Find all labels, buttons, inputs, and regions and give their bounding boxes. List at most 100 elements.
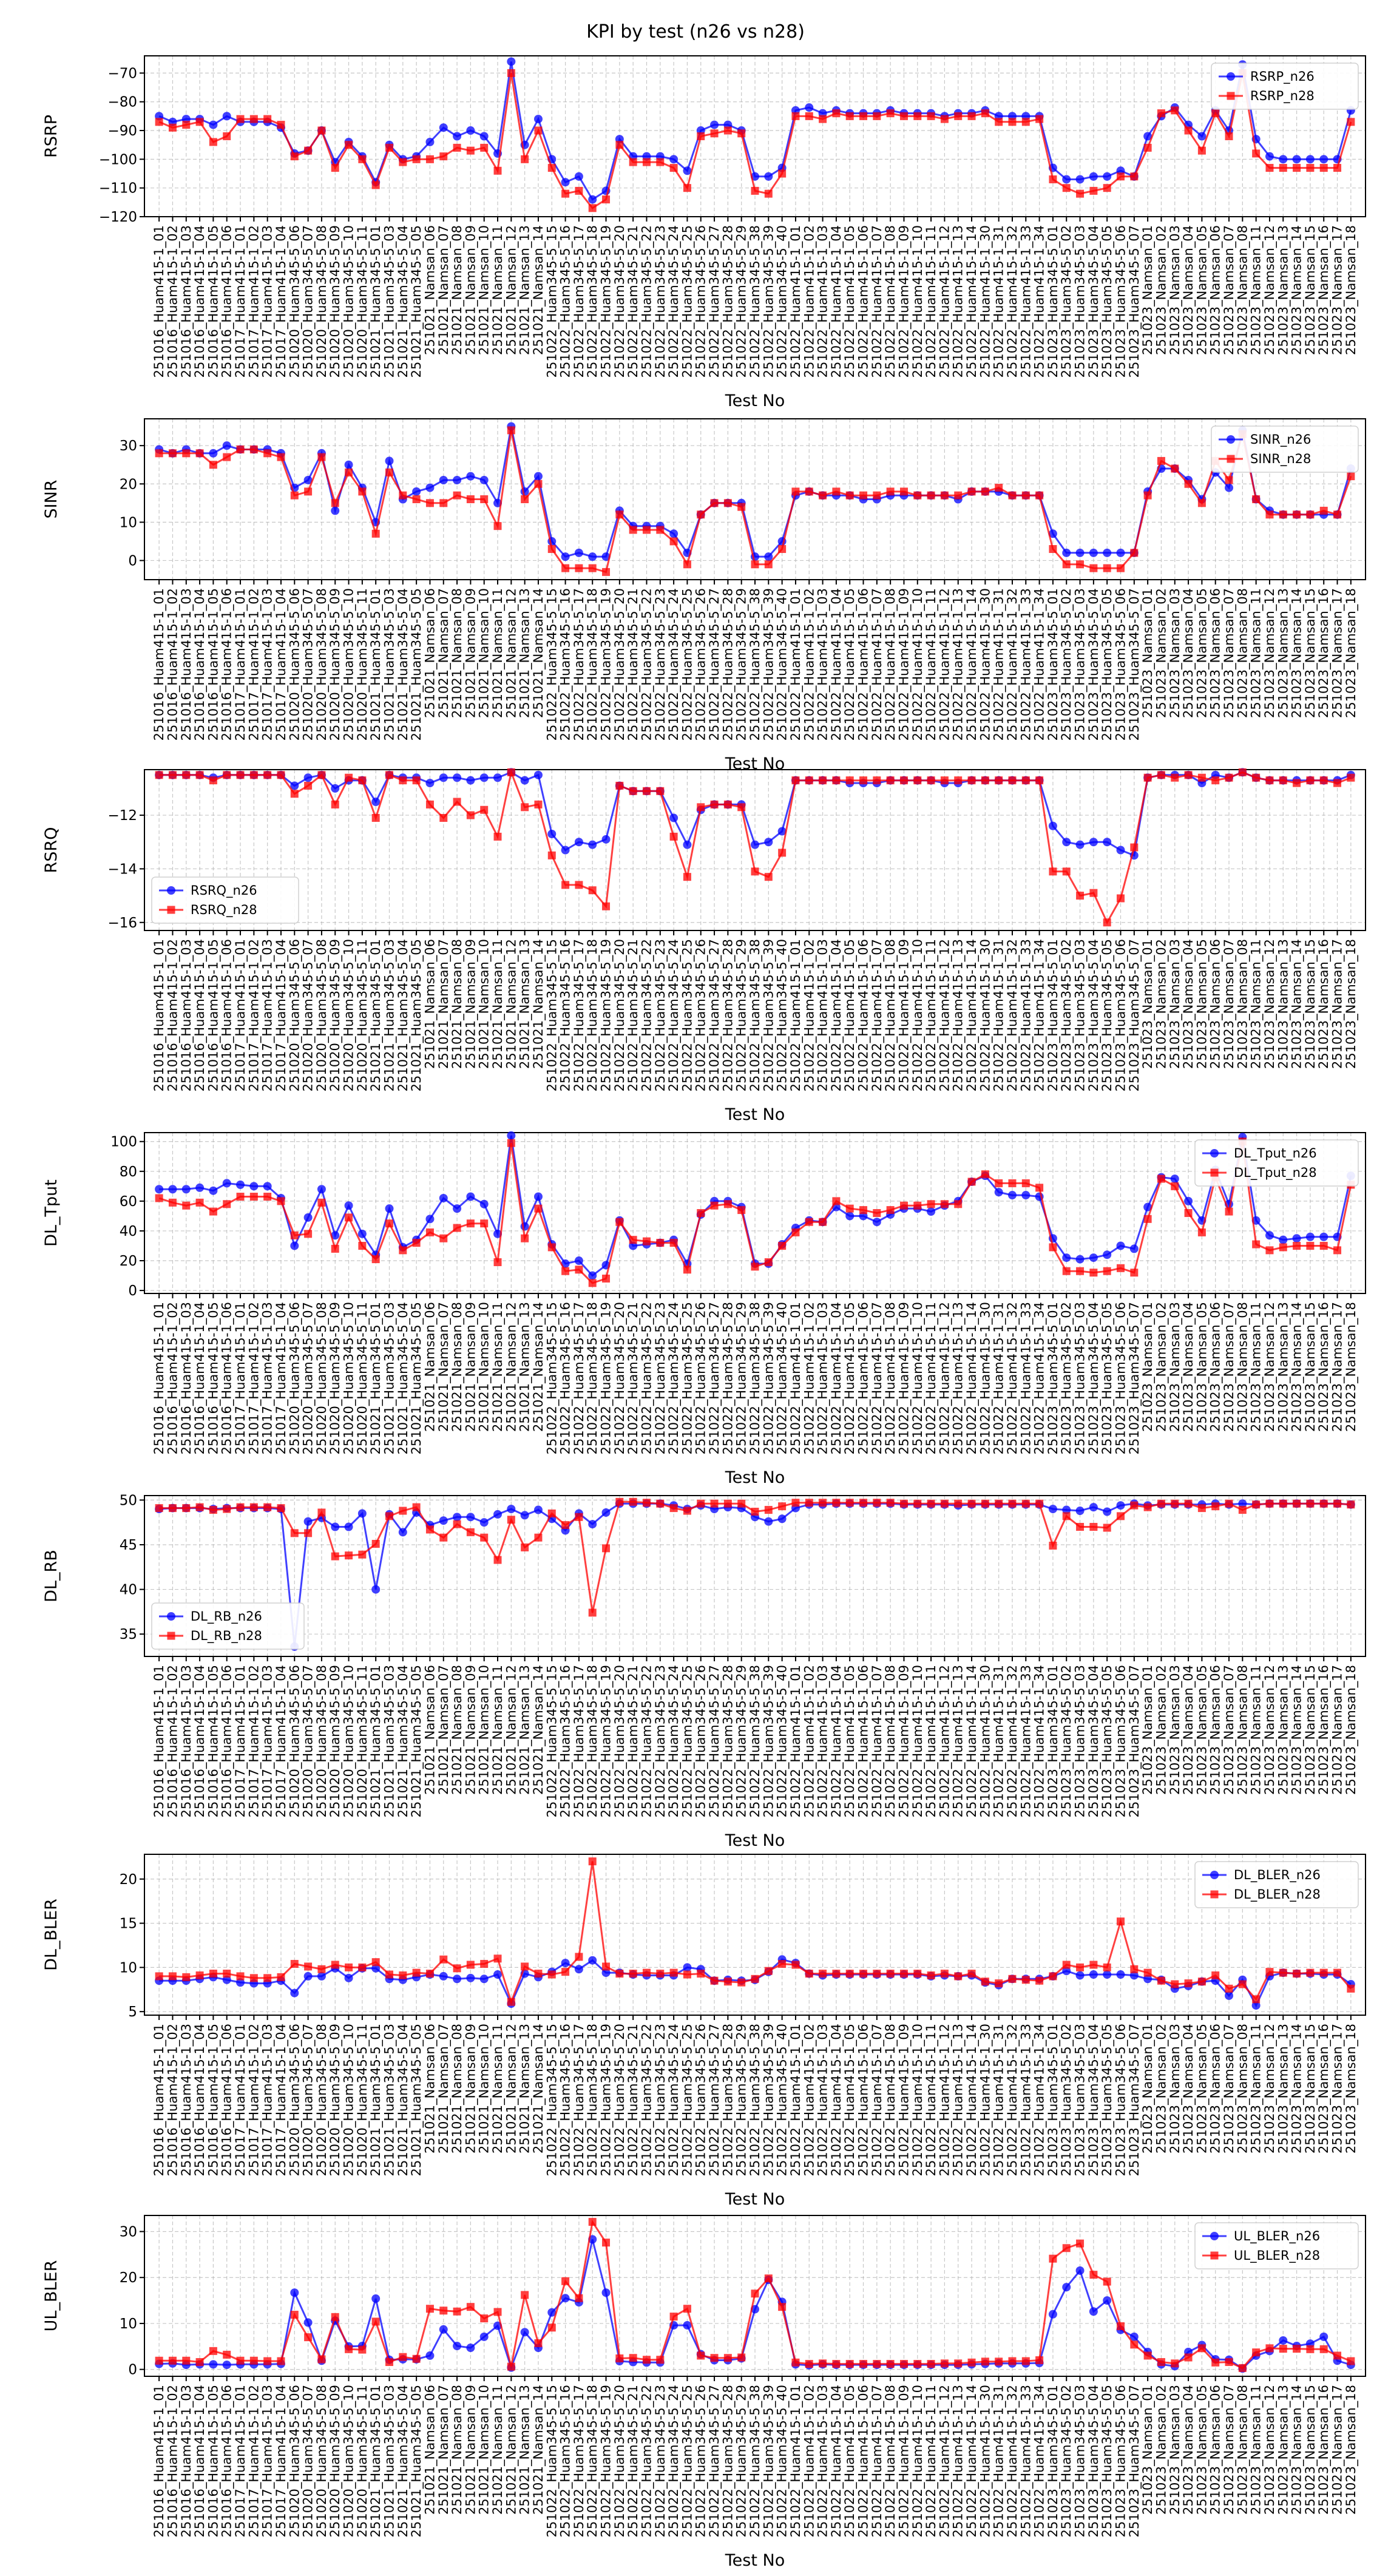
x-tick-label: 251022_Huam345-5_39 [761, 1665, 776, 1817]
x-tick-label: 251023_Namsan_12 [1262, 588, 1278, 718]
x-tick-label: 251022_Huam345-5_28 [720, 225, 736, 378]
data-point [981, 776, 989, 785]
data-point [399, 776, 407, 785]
data-point [453, 798, 461, 806]
data-point [479, 475, 489, 484]
data-point [304, 1962, 313, 1971]
data-point [642, 158, 651, 166]
x-tick-label: 251023_Namsan_03 [1168, 2024, 1183, 2154]
data-point [1265, 1968, 1274, 1976]
data-point [805, 776, 813, 785]
x-tick-label: 251022_Huam415-1_08 [883, 2385, 898, 2537]
data-point [1075, 1507, 1085, 1516]
data-point [439, 773, 448, 782]
data-point [575, 186, 583, 195]
data-point [1049, 1243, 1057, 1252]
x-tick-label: 251020_Huam345-5_10 [342, 588, 357, 741]
data-point [439, 1971, 448, 1981]
data-point [453, 773, 462, 782]
data-point [534, 480, 543, 488]
x-tick-label: 251020_Huam345-5_09 [328, 225, 343, 378]
data-point [656, 787, 665, 795]
data-point [1157, 2358, 1165, 2367]
data-point [290, 2288, 299, 2297]
data-point [1143, 1503, 1152, 1511]
data-point [588, 552, 597, 561]
x-tick-label: 251022_Huam345-5_29 [734, 2385, 750, 2537]
data-point [1117, 172, 1125, 181]
data-point [263, 1974, 272, 1982]
data-point [561, 1267, 570, 1275]
x-tick-label: 251022_Huam345-5_27 [707, 2024, 722, 2176]
data-point [507, 1505, 516, 1514]
x-tick-label: 251020_Huam345-5_08 [314, 1665, 330, 1817]
data-point [453, 2342, 462, 2351]
x-tick-label: 251022_Huam345-5_38 [748, 2385, 763, 2537]
data-point [1184, 771, 1193, 779]
data-point [1184, 126, 1193, 135]
data-point [195, 1503, 204, 1511]
data-point [534, 1204, 543, 1213]
x-tick-label: 251022_Huam345-5_29 [734, 939, 750, 1091]
x-tick-label: 251022_Huam345-5_16 [558, 1302, 574, 1454]
x-tick-label: 251022_Huam415-1_07 [870, 2385, 885, 2537]
x-axis-label: Test No [725, 391, 785, 410]
x-tick-label: 251021_Namsan_11 [490, 588, 506, 718]
x-tick-label: 251023_Namsan_16 [1316, 225, 1332, 355]
x-tick-label: 251022_Huam345-5_18 [585, 588, 600, 741]
data-point [1062, 560, 1071, 569]
data-point [222, 1975, 231, 1984]
x-tick-label: 251022_Huam415-1_08 [883, 1302, 898, 1454]
data-point [1089, 838, 1098, 847]
data-point [466, 1973, 475, 1982]
x-tick-label: 251022_Huam345-5_25 [680, 939, 695, 1091]
data-point [304, 487, 313, 496]
data-point [927, 1200, 935, 1208]
x-tick-label: 251022_Huam415-1_12 [937, 1665, 952, 1817]
data-point [1008, 1499, 1017, 1508]
data-point [1238, 1506, 1247, 1514]
data-point [345, 1551, 353, 1560]
data-point [1197, 2344, 1206, 2353]
x-tick-label: 251022_Huam415-1_09 [896, 588, 912, 741]
data-point [331, 499, 339, 507]
data-point [317, 771, 326, 779]
data-point [1251, 2001, 1261, 2010]
x-tick-label: 251022_Huam415-1_06 [856, 588, 871, 741]
y-axis-label: UL_BLER [42, 2260, 61, 2332]
x-tick-label: 251023_Namsan_02 [1154, 2385, 1169, 2515]
x-tick-label: 251021_Huam345-5_05 [409, 939, 424, 1091]
x-tick-label: 251021_Namsan_14 [531, 1302, 546, 1432]
data-point [412, 495, 421, 503]
data-point [927, 776, 935, 785]
data-point [575, 881, 583, 889]
data-point [1103, 1970, 1112, 1979]
data-point [1089, 1269, 1098, 1277]
x-tick-label: 251023_Namsan_01 [1140, 2024, 1156, 2154]
y-tick-label: −12 [107, 808, 137, 824]
data-point [290, 1988, 299, 1998]
x-tick-label: 251023_Huam345-5_02 [1059, 588, 1074, 741]
data-point [1062, 1967, 1071, 1976]
data-point [155, 1185, 164, 1194]
x-tick-label: 251021_Namsan_08 [450, 1665, 465, 1795]
x-tick-label: 251022_Huam345-5_27 [707, 2385, 722, 2537]
data-point [1103, 184, 1111, 192]
x-tick-label: 251022_Huam345-5_23 [653, 2385, 668, 2537]
data-point [899, 112, 908, 120]
data-point [453, 132, 462, 141]
x-tick-label: 251021_Namsan_09 [463, 2024, 478, 2154]
data-point [1197, 499, 1206, 507]
x-tick-label: 251023_Namsan_18 [1344, 1302, 1359, 1432]
y-tick-label: 10 [120, 2316, 137, 2332]
data-point [697, 1499, 705, 1508]
x-tick-label: 251023_Namsan_14 [1290, 939, 1305, 1069]
x-tick-label: 251022_Huam345-5_21 [626, 2024, 641, 2176]
data-point [1035, 1184, 1044, 1192]
data-point [453, 1204, 462, 1213]
data-point [1265, 776, 1274, 785]
x-tick-label: 251022_Huam415-1_06 [856, 225, 871, 378]
data-point [1129, 2332, 1139, 2341]
x-tick-label: 251020_Huam345-5_09 [328, 1302, 343, 1454]
